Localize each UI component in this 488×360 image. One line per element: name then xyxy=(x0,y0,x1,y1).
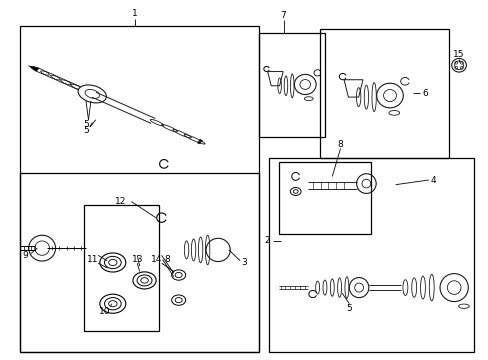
Text: 3: 3 xyxy=(241,258,247,267)
Text: 8: 8 xyxy=(337,140,343,149)
Text: 14: 14 xyxy=(151,255,162,264)
Text: 7: 7 xyxy=(280,11,286,20)
Text: 12: 12 xyxy=(115,197,126,206)
Bar xyxy=(20,173,259,352)
Bar xyxy=(320,30,448,158)
Text: 5: 5 xyxy=(346,304,351,313)
Text: 5: 5 xyxy=(83,120,89,129)
Text: 10: 10 xyxy=(99,307,110,316)
Text: 5: 5 xyxy=(83,126,89,135)
Ellipse shape xyxy=(85,89,99,98)
Bar xyxy=(259,33,325,137)
Bar xyxy=(278,162,370,234)
Bar xyxy=(268,158,473,352)
Text: 4: 4 xyxy=(430,176,436,185)
Text: 8: 8 xyxy=(164,255,170,264)
Text: 9: 9 xyxy=(22,251,28,260)
Ellipse shape xyxy=(78,85,106,103)
Text: 13: 13 xyxy=(131,255,142,264)
Polygon shape xyxy=(27,65,40,72)
Bar xyxy=(83,205,159,330)
Text: 11: 11 xyxy=(86,255,98,264)
Bar xyxy=(20,26,259,352)
Text: 15: 15 xyxy=(452,50,464,59)
Text: 6: 6 xyxy=(421,89,427,98)
Text: 2: 2 xyxy=(264,237,270,246)
Text: 1: 1 xyxy=(132,9,138,18)
